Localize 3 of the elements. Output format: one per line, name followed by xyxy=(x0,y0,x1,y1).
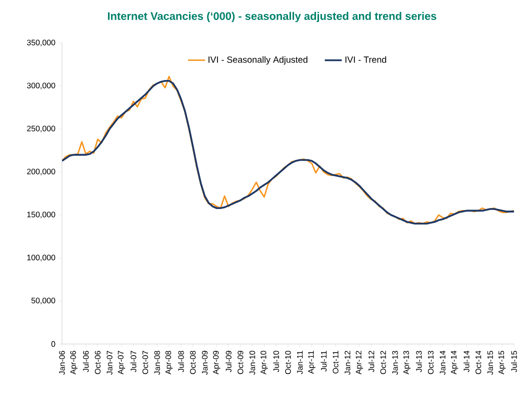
legend-label: IVI - Seasonally Adjusted xyxy=(208,56,308,65)
legend-label: IVI - Trend xyxy=(345,56,386,63)
chart-title: Internet Vacancies (‘000) - seasonally adjusted and trend series xyxy=(108,12,436,22)
